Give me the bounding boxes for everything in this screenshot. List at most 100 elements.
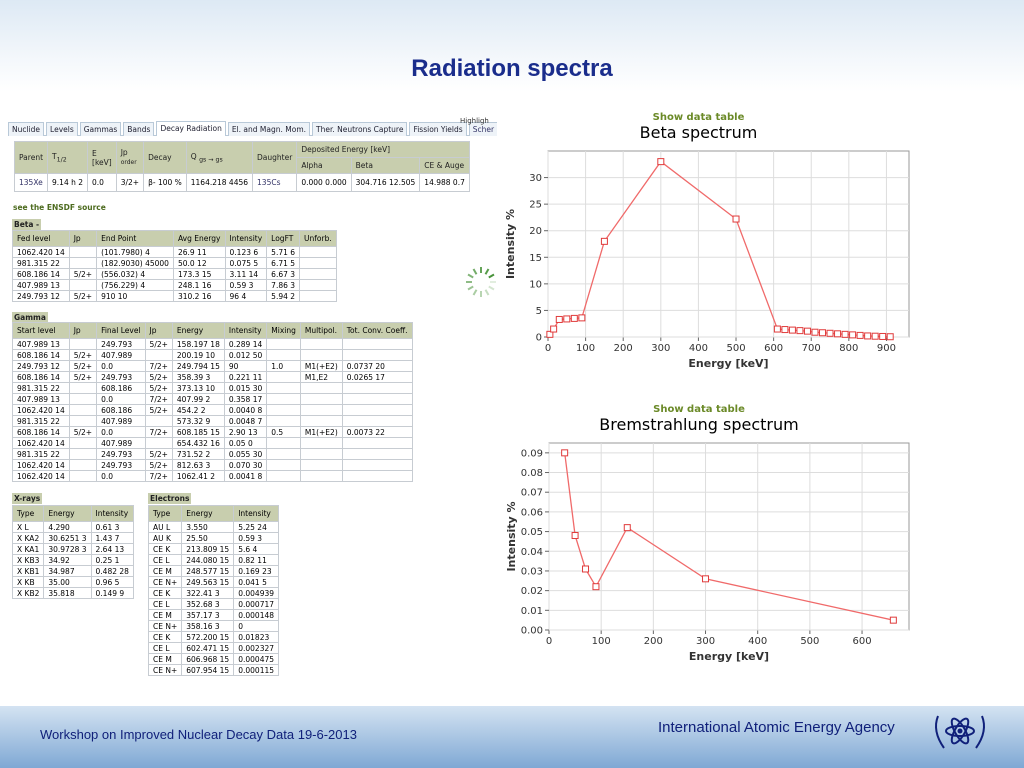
data-point[interactable] <box>773 325 781 333</box>
tab-el-and-magn-mom[interactable]: El. and Magn. Mom. <box>227 122 311 136</box>
electron-cell: 606.968 15 <box>181 653 235 665</box>
data-point[interactable] <box>889 616 897 624</box>
electron-header-row: Type Energy Intensity <box>147 505 280 522</box>
data-point[interactable] <box>819 329 827 337</box>
y-tick-label: 20 <box>529 226 542 237</box>
data-point[interactable] <box>571 532 579 540</box>
tab-bands[interactable]: Bands <box>123 122 155 136</box>
x-axis-label: Energy [keV] <box>688 357 768 370</box>
data-point[interactable] <box>732 215 740 223</box>
beta-cell <box>299 257 337 269</box>
xray-cell: 2.64 13 <box>90 543 134 555</box>
gamma-cell: 249.793 <box>96 371 146 383</box>
tab-decay-radiation[interactable]: Decay Radiation <box>156 121 226 136</box>
gamma-cell <box>299 448 343 460</box>
data-point[interactable] <box>849 331 857 339</box>
gamma-cell: 5/2+ <box>144 338 173 350</box>
data-point[interactable] <box>811 328 819 336</box>
beta-cell <box>68 246 98 258</box>
data-point[interactable] <box>864 332 872 340</box>
data-point[interactable] <box>546 330 554 338</box>
data-point[interactable] <box>582 565 590 573</box>
gamma-cell: 407.99 2 <box>171 393 225 405</box>
tab-scher[interactable]: Scher <box>468 122 497 136</box>
y-tick-label: 0.04 <box>521 547 543 558</box>
gamma-cell: 981.315 22 <box>12 415 70 427</box>
tab-ther-neutrons-capture[interactable]: Ther. Neutrons Capture <box>312 122 408 136</box>
tab-nuclide[interactable]: Nuclide <box>8 122 45 136</box>
plot-area <box>548 442 910 631</box>
data-point[interactable] <box>550 325 558 333</box>
spinner-tick <box>488 273 495 279</box>
data-point[interactable] <box>600 237 608 245</box>
data-point[interactable] <box>781 326 789 334</box>
data-point[interactable] <box>563 315 571 323</box>
gamma-cell: 0.0073 22 <box>341 426 413 438</box>
daughter-cell[interactable]: 135Cs <box>252 173 298 192</box>
gamma-cell: 0.0737 20 <box>341 360 413 372</box>
tab-levels[interactable]: Levels <box>46 122 78 136</box>
gamma-cell: 249.793 12 <box>12 360 70 372</box>
gamma-cell <box>266 393 301 405</box>
ensdf-link[interactable]: see the ENSDF source <box>13 203 106 212</box>
data-point[interactable] <box>803 327 811 335</box>
data-point[interactable] <box>886 333 894 341</box>
gamma-cell: M1(+E2) <box>299 360 343 372</box>
data-point[interactable] <box>555 315 563 323</box>
gamma-cell: 0.0040 8 <box>223 404 268 416</box>
data-point[interactable] <box>871 332 879 340</box>
halflife-header: T1/2 <box>47 141 89 174</box>
gamma-cell <box>299 393 343 405</box>
tab-fission-yields[interactable]: Fission Yields <box>409 122 467 136</box>
data-point[interactable] <box>879 332 887 340</box>
electron-cell: 0.041 5 <box>233 576 280 588</box>
data-point[interactable] <box>834 330 842 338</box>
electron-column-header: Energy <box>181 505 235 522</box>
data-point[interactable] <box>841 330 849 338</box>
y-tick-label: 0.00 <box>521 626 543 637</box>
gamma-cell <box>68 448 98 460</box>
electron-cell: 0.002327 <box>233 642 280 654</box>
electron-cell: CE L <box>147 598 183 610</box>
data-point[interactable] <box>578 314 586 322</box>
data-point[interactable] <box>570 314 578 322</box>
data-point[interactable] <box>623 524 631 532</box>
xray-cell: 30.9728 3 <box>43 543 92 555</box>
gamma-cell <box>266 448 301 460</box>
show-data-table-link[interactable]: Show data table <box>653 404 745 415</box>
electron-cell: 5.25 24 <box>233 521 280 533</box>
show-data-table-link[interactable]: Show data table <box>653 112 745 123</box>
data-point[interactable] <box>657 158 665 166</box>
gamma-cell: 1062.420 14 <box>12 470 70 482</box>
gamma-cell: 981.315 22 <box>12 382 70 394</box>
data-point[interactable] <box>592 583 600 591</box>
gamma-cell: 0.070 30 <box>223 459 268 471</box>
data-point[interactable] <box>856 331 864 339</box>
gamma-column-header: Mixing <box>266 322 301 339</box>
data-point[interactable] <box>796 327 804 335</box>
electron-cell: CE M <box>147 609 183 621</box>
gamma-cell: 0.0048 7 <box>223 415 268 427</box>
data-point[interactable] <box>788 326 796 334</box>
gamma-cell: 407.989 <box>96 349 146 361</box>
gamma-cell: 358.39 3 <box>171 371 225 383</box>
data-point[interactable] <box>702 575 710 583</box>
xray-section-label: X-rays <box>12 493 43 504</box>
xray-cell: 0.482 28 <box>90 565 134 577</box>
x-tick-label: 0 <box>546 636 552 647</box>
parent-cell[interactable]: 135Xe <box>13 173 49 192</box>
electron-cell: 572.200 15 <box>181 631 235 643</box>
gamma-row: 407.989 13 249.793 5/2+ 158.197 18 0.289 14 <box>12 338 413 350</box>
gamma-row: 981.315 22 249.793 5/2+ 731.52 2 0.055 30 <box>12 448 413 460</box>
xray-row: X KA1 30.9728 3 2.64 13 <box>11 543 134 555</box>
x-axis-label: Energy [keV] <box>689 650 769 663</box>
data-point[interactable] <box>826 329 834 337</box>
spinner-tick <box>467 285 474 291</box>
beta-column-header: Intensity <box>224 230 268 247</box>
electron-cell: CE M <box>147 653 183 665</box>
gamma-table: Start level Jp Final Level Jp Energy Intensit… <box>12 322 413 482</box>
beta-header: Beta <box>350 157 421 174</box>
tab-gammas[interactable]: Gammas <box>79 122 122 136</box>
data-point[interactable] <box>561 449 569 457</box>
